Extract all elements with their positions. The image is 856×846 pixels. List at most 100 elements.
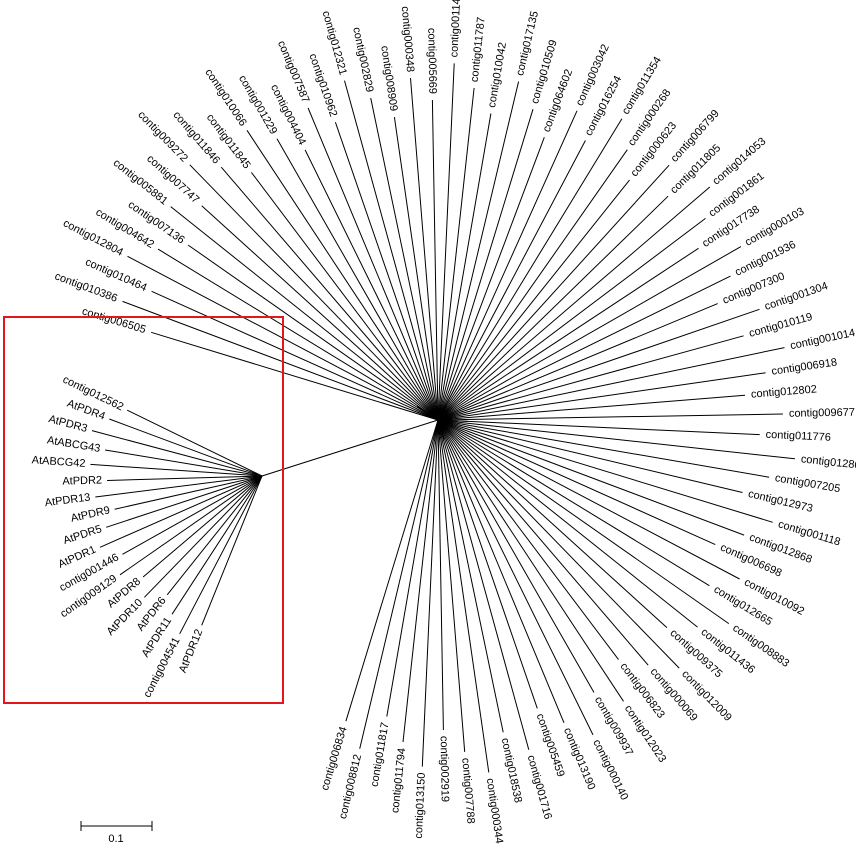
leaf-label: contig001229: [236, 73, 279, 136]
leaf-label: contig008909: [378, 45, 399, 112]
leaf-branch: [437, 419, 624, 702]
leaf-label: contig006918: [771, 356, 838, 377]
leaf-branch: [437, 419, 710, 587]
leaf-branch: [157, 248, 439, 421]
leaf-label: contig017135: [514, 10, 541, 77]
leaf-branch: [105, 449, 263, 477]
leaf-branch: [437, 218, 706, 421]
leaf-branch: [421, 419, 439, 767]
leaf-branch: [119, 475, 263, 576]
leaf-branch: [109, 418, 263, 477]
leaf-label: AtPDR2: [62, 475, 102, 488]
leaf-branch: [437, 137, 545, 421]
leaf-label: contig009677: [789, 407, 855, 420]
leaf-branch: [437, 419, 740, 580]
leaf-branch: [144, 475, 263, 598]
leaf-branch: [107, 475, 263, 481]
leaf-branch: [437, 63, 455, 421]
leaf-branch: [437, 110, 578, 421]
leaf-label: contig000344: [484, 777, 505, 844]
leaf-branch: [99, 475, 263, 548]
leaf-branch: [150, 331, 439, 421]
leaf-branch: [437, 419, 730, 625]
leaf-branch: [437, 140, 586, 421]
leaf-branch: [437, 275, 731, 421]
leaf-branch: [437, 419, 444, 731]
leaf-label: contig007205: [774, 472, 841, 495]
leaf-branch: [304, 149, 439, 421]
leaf-branch: [437, 419, 466, 752]
leaf-branch: [437, 413, 783, 421]
leaf-branch: [437, 81, 520, 421]
leaf-label: contig011794: [389, 747, 408, 813]
leaf-label: AtPDR3: [47, 413, 88, 435]
leaf-label: contig002829: [350, 26, 375, 93]
leaf-branch: [437, 419, 490, 773]
leaf-branch: [345, 419, 439, 722]
leaf-branch: [276, 138, 439, 421]
leaf-label: AtABCG42: [31, 454, 86, 470]
clade-connector-branch: [261, 419, 439, 477]
leaf-branch: [437, 419, 795, 460]
leaf-branch: [437, 419, 680, 669]
leaf-branch: [437, 419, 743, 493]
leaf-branch: [95, 475, 263, 498]
leaf-branch: [437, 149, 628, 421]
leaf-branch: [437, 347, 785, 421]
leaf-branch: [437, 109, 534, 421]
leaf-branch: [307, 107, 439, 421]
leaf-branch: [437, 87, 475, 421]
leaf-label: contig006505: [80, 305, 147, 336]
leaf-branch: [171, 475, 263, 615]
leaf-branch: [393, 117, 439, 421]
leaf-label: AtPDR9: [70, 504, 111, 524]
leaf-branch: [251, 172, 439, 421]
leaf-branch: [151, 290, 439, 421]
leaf-label: contig012802: [751, 383, 818, 400]
leaf-branch: [437, 303, 718, 421]
leaf-branch: [437, 419, 594, 736]
leaf-branch: [386, 419, 439, 717]
leaf-branch: [90, 463, 263, 477]
leaf-label: contig013150: [413, 772, 428, 839]
leaf-branch: [122, 300, 439, 421]
leaf-branch: [91, 430, 263, 477]
leaf-label: contig011787: [469, 16, 488, 82]
leaf-branch: [437, 372, 766, 421]
scale-bar-label: 0.1: [108, 833, 123, 845]
leaf-label: contig011817: [369, 721, 392, 787]
leaf-branch: [402, 419, 439, 743]
scale-bar: 0.1: [80, 821, 153, 845]
leaf-label: contig001936: [733, 239, 798, 279]
leaf-branch: [437, 419, 595, 693]
leaf-branch: [437, 419, 698, 628]
leaf-branch: [142, 475, 263, 578]
leaf-branch: [220, 166, 439, 421]
leaf-branch: [437, 335, 744, 421]
leaf-branch: [437, 419, 668, 628]
leaf-branch: [437, 419, 504, 733]
leaf-branch: [170, 206, 439, 421]
leaf-branch: [437, 419, 760, 436]
leaf-branch: [437, 179, 630, 421]
leaf-branch: [437, 419, 649, 666]
leaf-branch: [437, 419, 619, 660]
leaf-branch: [431, 99, 439, 421]
leaf-branch: [166, 475, 263, 596]
leaf-label: contig002919: [438, 736, 451, 802]
leaf-branch: [437, 419, 716, 546]
leaf-branch: [126, 409, 263, 477]
leaf-label: contig011776: [765, 429, 831, 444]
leaf-label: contig005669: [425, 28, 438, 94]
leaf-branch: [437, 113, 492, 421]
leaf-branch: [410, 78, 439, 421]
leaf-label: contig012973: [747, 488, 814, 515]
leaf-label: contig018538: [499, 737, 524, 804]
leaf-branch: [189, 164, 439, 421]
leaf-label: AtPDR13: [44, 492, 91, 510]
leaf-branch: [334, 122, 439, 421]
leaf-label: contig001014: [789, 327, 856, 352]
leaf-label: contig007788: [459, 757, 476, 824]
leaf-label: AtPDR12: [177, 628, 205, 675]
leaf-branch: [106, 475, 263, 528]
